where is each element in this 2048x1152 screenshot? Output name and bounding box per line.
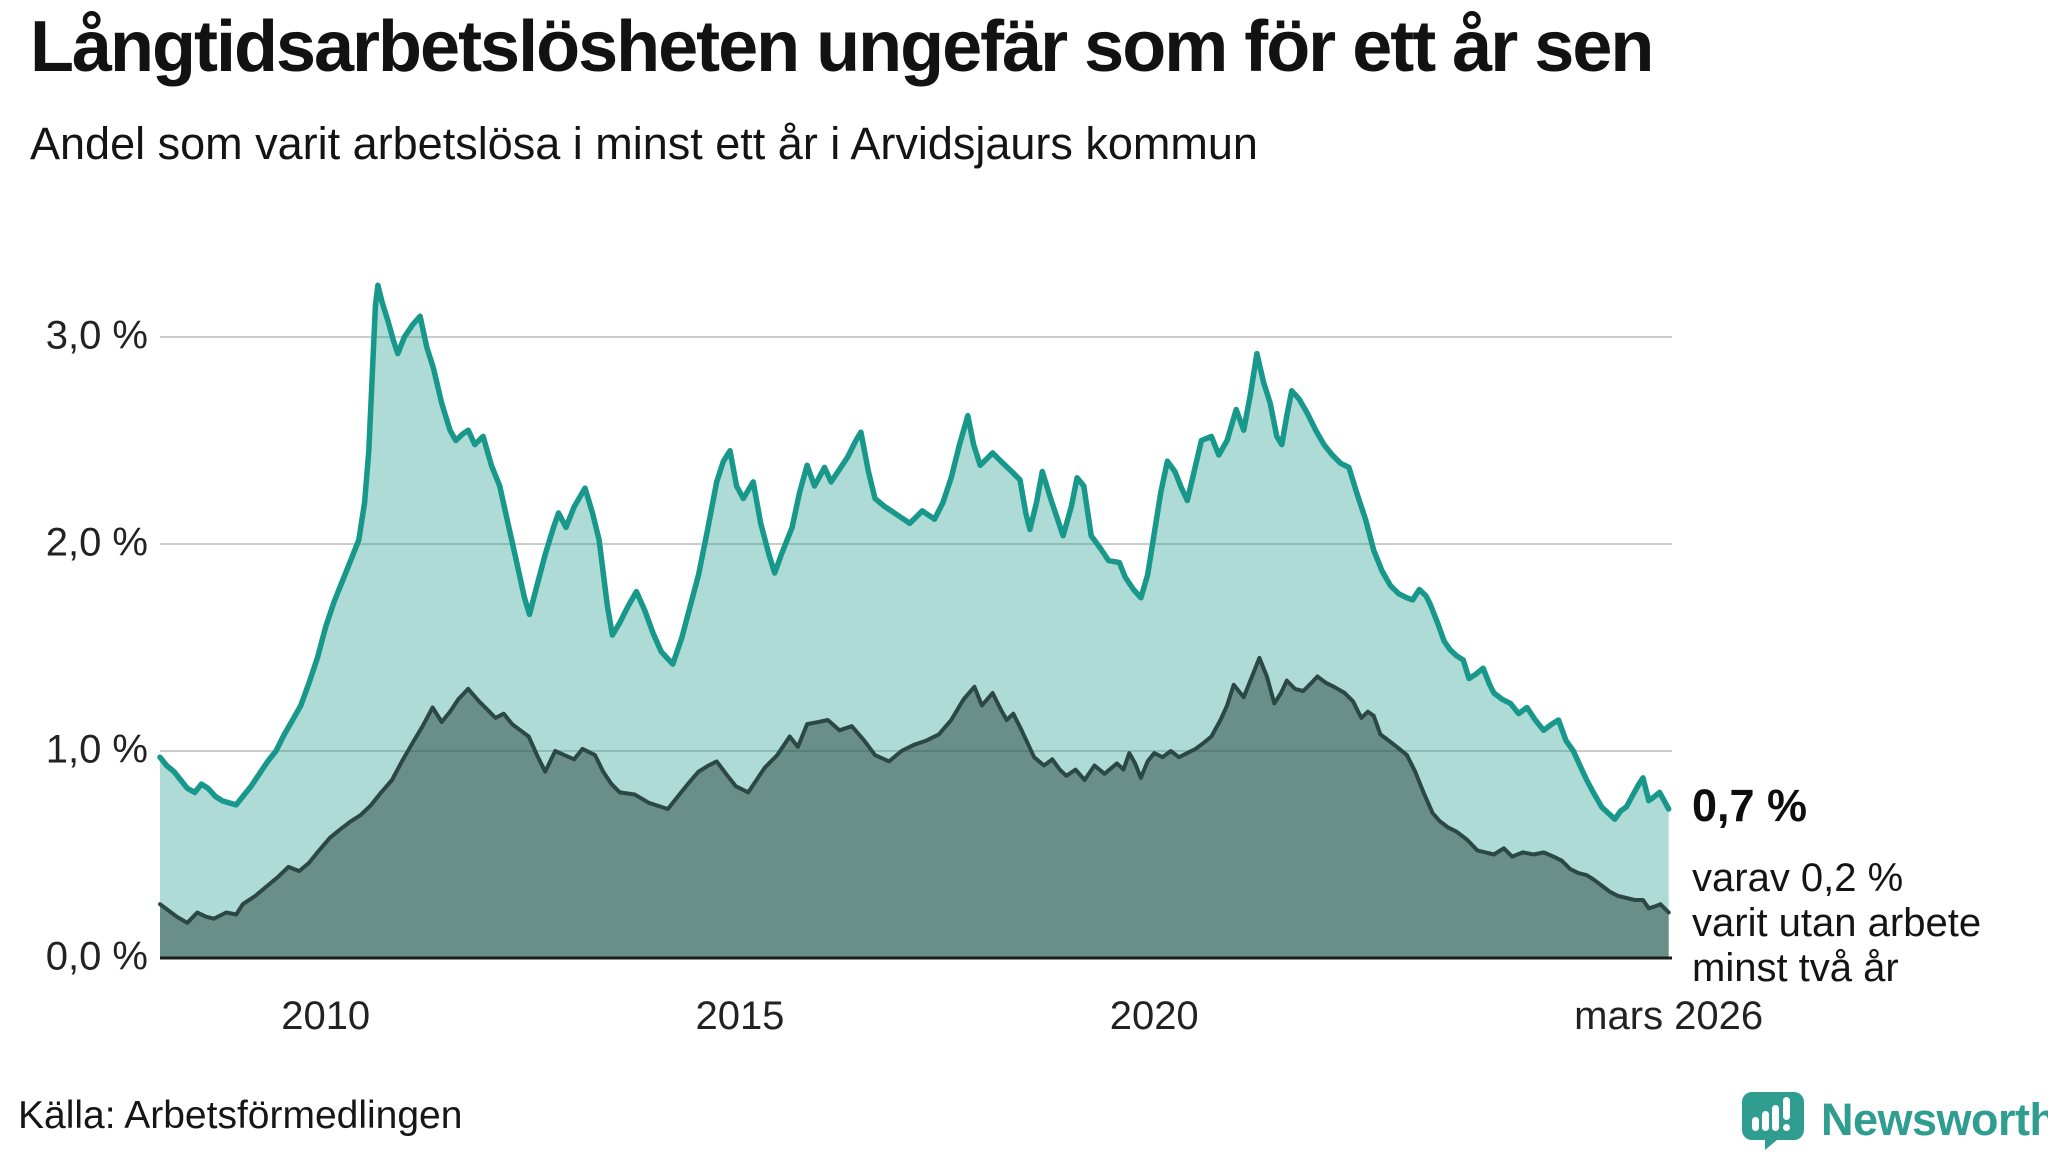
newsworthy-icon — [1742, 1092, 1804, 1150]
newsworthy-logo: Newsworthy — [1740, 1090, 2048, 1150]
end-value-note: varav 0,2 % varit utan arbete minst två år — [1692, 856, 1981, 992]
end-value-note-line: minst två år — [1692, 946, 1899, 991]
area-two-year — [160, 657, 1669, 958]
y-tick-label: 1,0 % — [45, 727, 148, 772]
line-one-year — [157, 282, 1672, 823]
source-text: Källa: Arbetsförmedlingen — [18, 1094, 463, 1137]
newsworthy-wordmark: Newsworthy — [1821, 1094, 2048, 1145]
x-tick-label: 2015 — [695, 994, 785, 1038]
y-tick-label: 3,0 % — [45, 313, 148, 358]
y-tick-label: 0,0 % — [45, 934, 148, 979]
end-annotation: 0,7 % varav 0,2 % varit utan arbete minst … — [1692, 780, 1981, 992]
x-tick-label: 2020 — [1109, 994, 1199, 1038]
end-value-note-line: varit utan arbete — [1692, 901, 1982, 946]
end-value-note-line: varav 0,2 % — [1692, 856, 1904, 900]
y-tick-label: 2,0 % — [45, 520, 148, 565]
line-two-year — [158, 655, 1671, 925]
x-tick-label: mars 2026 — [1574, 994, 1764, 1038]
page-subtitle: Andel som varit arbetslösa i minst ett å… — [30, 118, 1258, 169]
page-title: Långtidsarbetslösheten ungefär som för e… — [30, 7, 1654, 87]
x-tick-label: 2010 — [281, 994, 371, 1038]
end-value-label: 0,7 % — [1692, 780, 1808, 831]
